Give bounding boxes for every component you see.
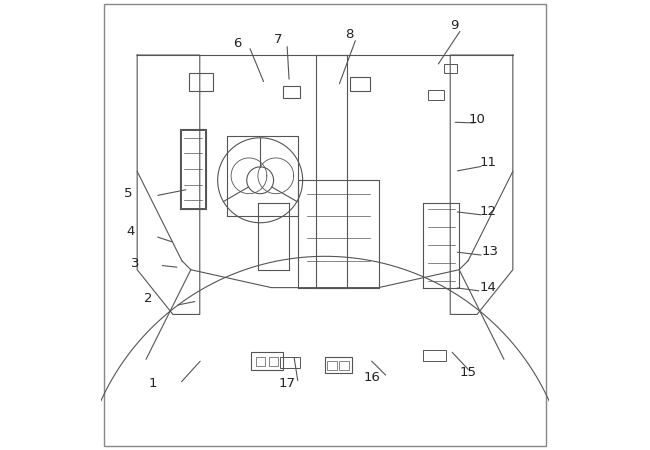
Bar <box>269 357 278 366</box>
Bar <box>428 90 443 100</box>
Bar <box>423 350 446 361</box>
Text: 11: 11 <box>480 156 497 169</box>
Text: 3: 3 <box>131 256 139 270</box>
Text: 14: 14 <box>480 281 497 294</box>
Text: 9: 9 <box>450 19 459 32</box>
Text: 17: 17 <box>278 377 296 390</box>
Text: 7: 7 <box>274 33 282 46</box>
Bar <box>280 357 300 368</box>
Text: 1: 1 <box>149 377 157 390</box>
Bar <box>350 77 370 91</box>
Text: 5: 5 <box>124 187 133 200</box>
Bar <box>443 64 457 73</box>
Bar <box>181 130 205 208</box>
Bar <box>325 357 352 373</box>
Text: 12: 12 <box>480 205 497 218</box>
Text: 15: 15 <box>460 366 476 379</box>
Text: 16: 16 <box>363 370 380 383</box>
Bar <box>188 73 213 91</box>
Text: 10: 10 <box>469 113 486 126</box>
Bar <box>255 357 265 366</box>
Text: 13: 13 <box>482 245 499 258</box>
Bar <box>283 86 300 98</box>
Bar <box>327 360 337 370</box>
Bar <box>251 352 283 370</box>
Bar <box>339 360 349 370</box>
Text: 4: 4 <box>126 225 135 238</box>
Text: 6: 6 <box>233 37 242 50</box>
Text: 8: 8 <box>345 28 354 41</box>
Text: 2: 2 <box>144 292 153 305</box>
